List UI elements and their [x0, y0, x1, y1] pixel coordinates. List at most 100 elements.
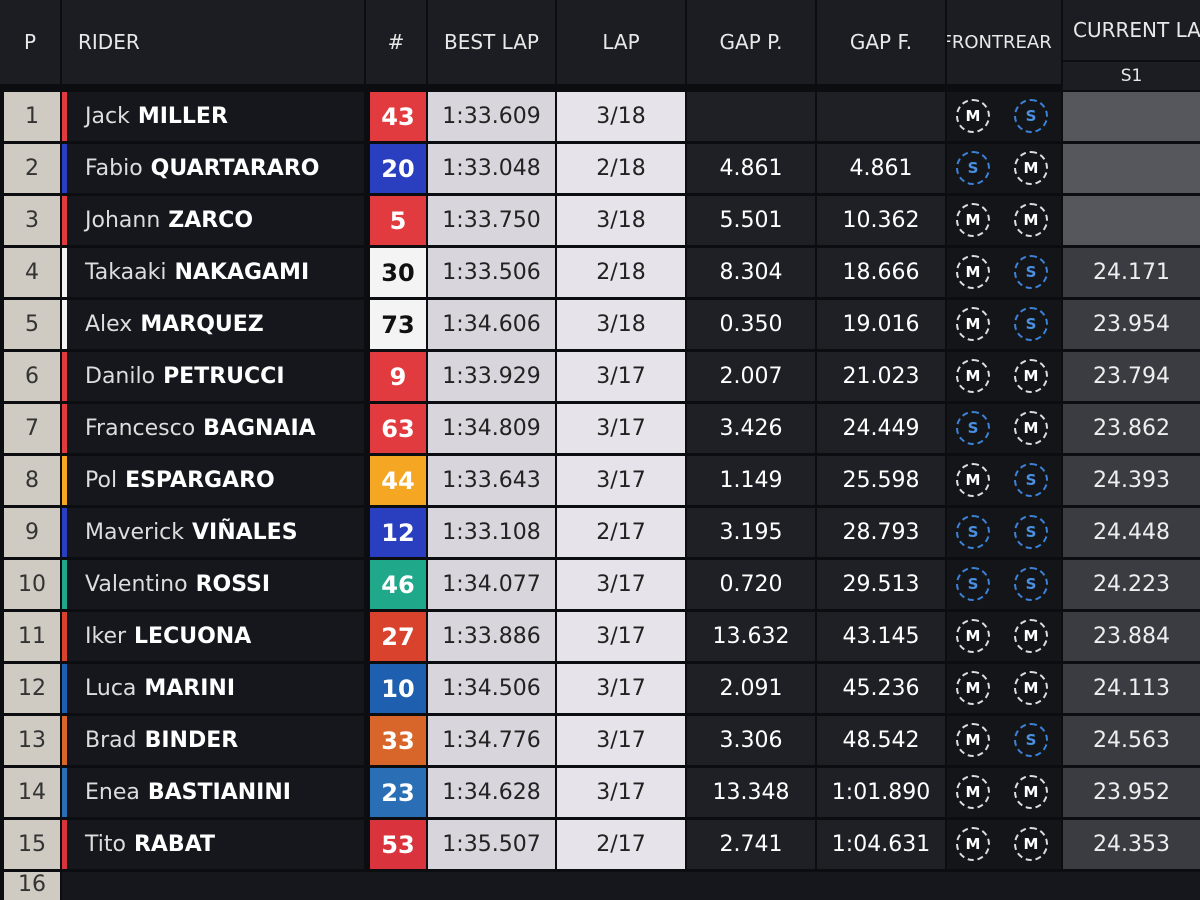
rider-last: ZARCO: [168, 208, 254, 233]
lap: 3/18: [557, 196, 685, 245]
tyre-front: S: [956, 567, 990, 601]
rider: Francesco BAGNAIA: [67, 404, 364, 453]
sector-time: [1063, 144, 1200, 193]
gap-f: 21.023: [817, 352, 945, 401]
lap: 3/17: [557, 560, 685, 609]
rider-first: Danilo: [85, 364, 156, 389]
header-cell: S1: [1063, 62, 1200, 90]
header-cell: BEST LAP: [428, 0, 555, 84]
position: 4: [4, 248, 60, 297]
tyre-front: M: [956, 463, 990, 497]
tyre-rear: S: [1014, 567, 1048, 601]
team-stripe: [62, 300, 67, 349]
lap: 3/18: [557, 92, 685, 141]
team-stripe: [62, 456, 67, 505]
best-lap: 1:34.628: [428, 768, 555, 817]
sector-time: [1063, 92, 1200, 141]
tyre-rear: S: [1014, 515, 1048, 549]
rider-first: Luca: [85, 676, 137, 701]
team-stripe: [62, 560, 67, 609]
gap-f: 4.861: [817, 144, 945, 193]
rider-first: Tito: [85, 832, 126, 857]
team-stripe: [62, 404, 67, 453]
sector-time: 23.952: [1063, 768, 1200, 817]
header-cell: CURRENT LA: [1063, 0, 1200, 60]
gap-p: 0.720: [687, 560, 815, 609]
team-stripe: [62, 92, 67, 141]
tyre-front: M: [956, 99, 990, 133]
rider: Brad BINDER: [67, 716, 364, 765]
sector-time: 24.353: [1063, 820, 1200, 869]
gap-p: 0.350: [687, 300, 815, 349]
gap-p: 3.306: [687, 716, 815, 765]
lap: 2/17: [557, 508, 685, 557]
lap: 2/18: [557, 248, 685, 297]
sector-time: 24.171: [1063, 248, 1200, 297]
header-cell: P: [0, 0, 60, 84]
tyre-front: M: [956, 307, 990, 341]
header-cell: LAP: [557, 0, 685, 84]
position: 7: [4, 404, 60, 453]
gap-p: 2.007: [687, 352, 815, 401]
tyre-rear: M: [1014, 671, 1048, 705]
rider-last: MARINI: [144, 676, 236, 701]
tyre-front: M: [956, 359, 990, 393]
rider-last: QUARTARARO: [150, 156, 320, 181]
tyre-front: S: [956, 151, 990, 185]
tyre-rear: M: [1014, 775, 1048, 809]
rider: Johann ZARCO: [67, 196, 364, 245]
rider-last: PETRUCCI: [163, 364, 285, 389]
team-stripe: [62, 664, 67, 713]
lap: 3/18: [557, 300, 685, 349]
tyre-front: M: [956, 619, 990, 653]
sector-time: 24.393: [1063, 456, 1200, 505]
best-lap: 1:34.606: [428, 300, 555, 349]
position: 1: [4, 92, 60, 141]
team-stripe: [62, 144, 67, 193]
sector-time: 23.954: [1063, 300, 1200, 349]
tyre-rear: M: [1014, 359, 1048, 393]
sector-time: 24.113: [1063, 664, 1200, 713]
rider-number: 43: [370, 92, 426, 141]
rider: Fabio QUARTARARO: [67, 144, 364, 193]
gap-f: 48.542: [817, 716, 945, 765]
rider-number: 73: [370, 300, 426, 349]
rider: Enea BASTIANINI: [67, 768, 364, 817]
tyre-rear: S: [1014, 99, 1048, 133]
gap-p: 2.091: [687, 664, 815, 713]
gap-p: 8.304: [687, 248, 815, 297]
tyre-rear: M: [1014, 411, 1048, 445]
rider: Jack MILLER: [67, 92, 364, 141]
tyre-front: S: [956, 411, 990, 445]
rider-last: BASTIANINI: [147, 780, 291, 805]
best-lap: 1:34.809: [428, 404, 555, 453]
best-lap: 1:33.609: [428, 92, 555, 141]
rider: Danilo PETRUCCI: [67, 352, 364, 401]
tyre-front: S: [956, 515, 990, 549]
position: 15: [4, 820, 60, 869]
lap: 3/17: [557, 456, 685, 505]
position: 12: [4, 664, 60, 713]
position: 13: [4, 716, 60, 765]
gap-f: 25.598: [817, 456, 945, 505]
lap: 3/17: [557, 664, 685, 713]
rider-number: 5: [370, 196, 426, 245]
gap-p: 3.426: [687, 404, 815, 453]
position: 6: [4, 352, 60, 401]
lap: 3/17: [557, 768, 685, 817]
rider: Alex MARQUEZ: [67, 300, 364, 349]
rider-last: LECUONA: [134, 624, 252, 649]
gap-p: 2.741: [687, 820, 815, 869]
rider-last: BAGNAIA: [203, 416, 316, 441]
rider: Pol ESPARGARO: [67, 456, 364, 505]
lap: 3/17: [557, 404, 685, 453]
rider-number: 53: [370, 820, 426, 869]
team-stripe: [62, 612, 67, 661]
best-lap: 1:33.929: [428, 352, 555, 401]
lap: 3/17: [557, 716, 685, 765]
best-lap: 1:33.643: [428, 456, 555, 505]
lap: 2/17: [557, 820, 685, 869]
sector-time: 23.884: [1063, 612, 1200, 661]
rider-number: 10: [370, 664, 426, 713]
rider-first: Maverick: [85, 520, 185, 545]
